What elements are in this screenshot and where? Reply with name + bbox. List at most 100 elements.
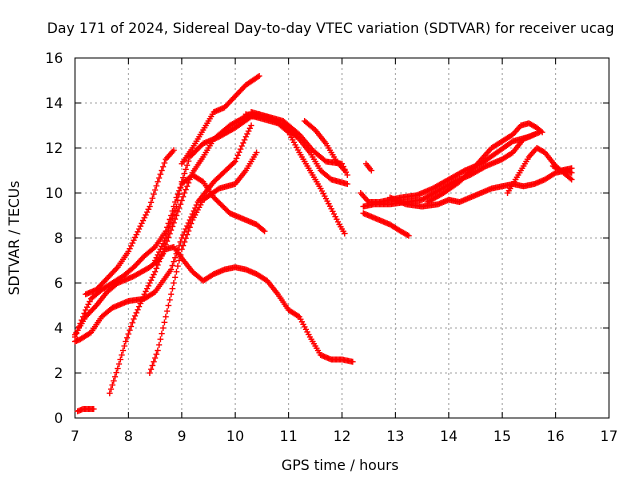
series-track-12 xyxy=(301,118,348,174)
series-track-17 xyxy=(387,167,575,210)
data-point xyxy=(146,280,153,286)
series-track-7 xyxy=(146,149,260,376)
data-point xyxy=(158,330,165,337)
data-point xyxy=(148,277,155,284)
data-point xyxy=(344,172,351,178)
series-track-2 xyxy=(72,122,255,345)
data-point xyxy=(168,291,175,298)
data-point xyxy=(133,231,140,238)
data-point xyxy=(153,351,160,358)
data-point xyxy=(344,181,351,187)
data-point xyxy=(138,220,145,227)
data-point xyxy=(128,323,135,330)
data-point xyxy=(460,168,467,175)
data-point xyxy=(130,316,137,322)
y-tick-label: 16 xyxy=(45,51,63,67)
data-point xyxy=(165,227,172,234)
data-point xyxy=(145,282,152,289)
data-point xyxy=(142,211,149,218)
data-point xyxy=(125,331,132,337)
series-track-11 xyxy=(248,109,351,187)
data-point xyxy=(172,216,179,223)
data-point xyxy=(165,302,172,309)
data-point xyxy=(152,355,159,361)
x-tick-label: 9 xyxy=(177,429,186,445)
y-tick-label: 14 xyxy=(45,96,63,112)
y-axis-label: SDTVAR / TECUs xyxy=(7,181,23,296)
data-point xyxy=(164,308,171,315)
data-point xyxy=(160,163,167,170)
data-point xyxy=(349,358,356,365)
data-point xyxy=(170,280,177,286)
data-point xyxy=(368,167,375,174)
data-point xyxy=(156,258,163,265)
data-point xyxy=(133,309,140,316)
data-point xyxy=(405,232,412,239)
data-point xyxy=(170,147,177,154)
data-point xyxy=(160,325,167,331)
data-point xyxy=(153,265,160,272)
x-tick-label: 8 xyxy=(124,429,133,445)
x-tick-label: 11 xyxy=(280,429,298,445)
data-point xyxy=(177,201,184,208)
data-point xyxy=(184,223,191,229)
data-point xyxy=(237,146,244,153)
data-point xyxy=(537,128,544,135)
data-point xyxy=(190,149,197,156)
data-point xyxy=(90,406,97,412)
data-point xyxy=(166,216,173,223)
data-point xyxy=(185,158,192,165)
data-point xyxy=(144,285,151,292)
data-point xyxy=(137,223,144,230)
x-axis-label: GPS time / hours xyxy=(281,458,398,474)
data-point xyxy=(294,134,301,141)
data-point xyxy=(172,274,179,281)
data-point xyxy=(157,336,164,343)
data-point xyxy=(177,184,184,191)
data-point xyxy=(84,304,91,311)
data-point xyxy=(152,187,159,193)
data-point xyxy=(404,232,411,238)
data-point xyxy=(174,208,181,215)
data-point xyxy=(116,361,123,367)
data-point xyxy=(82,307,89,313)
data-point xyxy=(113,369,120,376)
data-point xyxy=(136,303,143,310)
data-point xyxy=(137,300,144,307)
grid xyxy=(75,58,609,418)
x-tick-label: 14 xyxy=(440,429,458,445)
series-track-14 xyxy=(357,129,543,205)
data-point xyxy=(182,235,189,242)
data-point xyxy=(185,227,192,234)
data-point xyxy=(180,193,187,200)
data-point xyxy=(156,175,163,181)
data-point xyxy=(110,377,117,384)
data-point xyxy=(134,306,141,313)
data-point xyxy=(140,217,147,224)
y-tick-label: 6 xyxy=(54,276,63,292)
data-point xyxy=(173,268,180,275)
y-tick-label: 2 xyxy=(54,366,63,382)
data-point xyxy=(144,209,151,216)
data-point xyxy=(539,129,546,136)
data-point xyxy=(149,362,156,369)
data-point xyxy=(154,178,161,185)
data-point xyxy=(157,171,164,178)
data-point xyxy=(261,228,268,235)
data-series xyxy=(72,73,575,415)
data-point xyxy=(182,186,189,193)
data-point xyxy=(152,257,159,264)
data-point xyxy=(181,170,188,177)
data-point xyxy=(125,248,132,255)
data-point xyxy=(294,312,301,319)
data-point xyxy=(136,226,143,232)
data-point xyxy=(165,220,172,227)
data-point xyxy=(149,195,156,202)
data-point xyxy=(162,228,169,235)
data-point xyxy=(471,164,478,171)
data-point xyxy=(186,176,193,183)
data-point xyxy=(146,370,153,376)
data-point xyxy=(188,220,195,227)
data-point xyxy=(214,186,221,193)
data-point xyxy=(341,167,348,174)
